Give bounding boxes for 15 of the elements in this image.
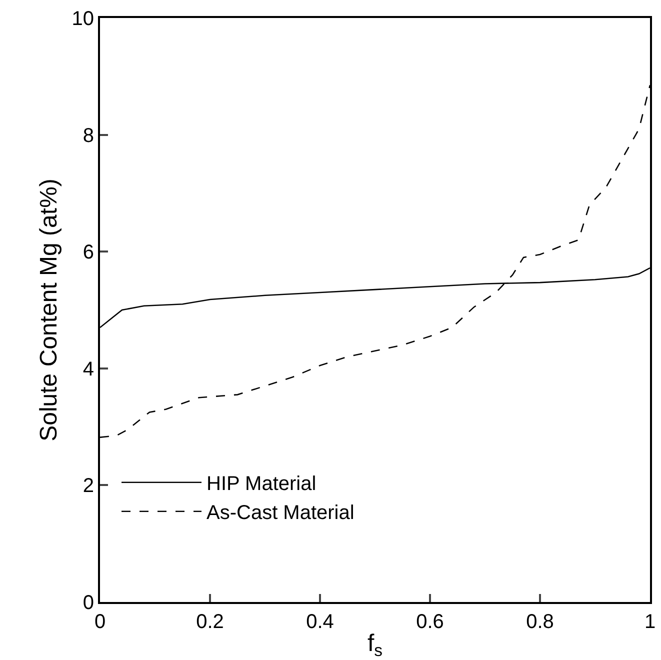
legend-label: As-Cast Material [206,502,354,524]
y-tick-label: 8 [82,124,94,147]
x-tick-label: 0.6 [416,611,444,633]
y-axis-title: Solute Content Mg (at%) [35,178,62,442]
x-tick-label: 0.2 [196,611,224,633]
y-tick-label: 10 [72,8,94,30]
y-tick-label: 6 [82,242,94,264]
legend-label: HIP Material [206,473,316,496]
x-tick-label: 0.8 [526,611,554,633]
y-tick-label: 0 [82,592,94,614]
x-axis-title: f$_{s}$ [367,630,383,660]
x-tick-label: 1 [644,611,656,633]
y-tick-label: 4 [82,358,94,380]
y-tick-label: 2 [82,475,94,498]
x-tick-label: 0.4 [306,611,334,633]
